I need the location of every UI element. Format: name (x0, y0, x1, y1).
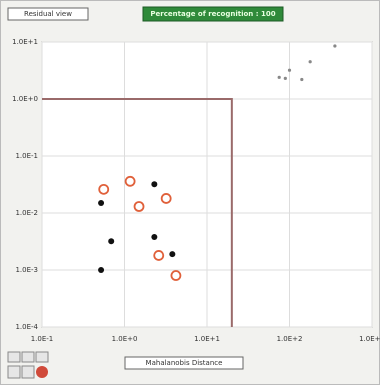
view-button-label: Residual view (24, 10, 72, 18)
y-tick-label: 1.0E-3 (15, 266, 38, 274)
data-point (98, 267, 105, 273)
tool-button[interactable] (7, 365, 21, 379)
y-tick-label: 1.0E+1 (12, 38, 38, 46)
y-tick-label: 1.0E-2 (15, 209, 38, 217)
tool-button[interactable] (21, 365, 35, 379)
threshold-box (42, 98, 233, 327)
x-axis-button[interactable] (124, 356, 244, 370)
data-point (124, 175, 136, 187)
tool-icon[interactable] (36, 366, 48, 378)
x-axis-button-label: Mahalanobis Distance (146, 359, 223, 367)
data-point (169, 251, 176, 258)
x-tick-label: 1.0E+0 (112, 335, 138, 343)
data-point (153, 250, 165, 261)
y-tick-label: 1.0E+0 (12, 95, 38, 103)
x-tick-label: 1.0E+3 (359, 335, 380, 343)
zoom-button[interactable] (7, 351, 21, 363)
status-box (142, 6, 284, 22)
data-point (287, 68, 292, 72)
data-point (277, 75, 281, 79)
data-point (151, 233, 158, 240)
x-tick-label: 1.0E-1 (31, 335, 54, 343)
x-tick-label: 1.0E+2 (277, 335, 303, 343)
view-button[interactable] (7, 7, 89, 21)
data-point (98, 183, 110, 195)
data-point (98, 199, 105, 206)
data-point (151, 181, 158, 188)
data-point (108, 238, 115, 245)
zoom-button[interactable] (35, 351, 49, 363)
x-tick-label: 1.0E+1 (194, 335, 220, 343)
y-tick-label: 1.0E-1 (15, 152, 38, 160)
data-point (160, 193, 172, 204)
data-point (283, 76, 287, 80)
data-point (333, 44, 337, 48)
status-text: Percentage of recognition : 100 (150, 10, 275, 18)
zoom-button[interactable] (21, 351, 35, 363)
data-point (308, 60, 312, 64)
y-tick-label: 1.0E-4 (15, 323, 38, 331)
data-point (133, 201, 145, 212)
data-point (170, 270, 182, 281)
data-point (300, 77, 304, 82)
